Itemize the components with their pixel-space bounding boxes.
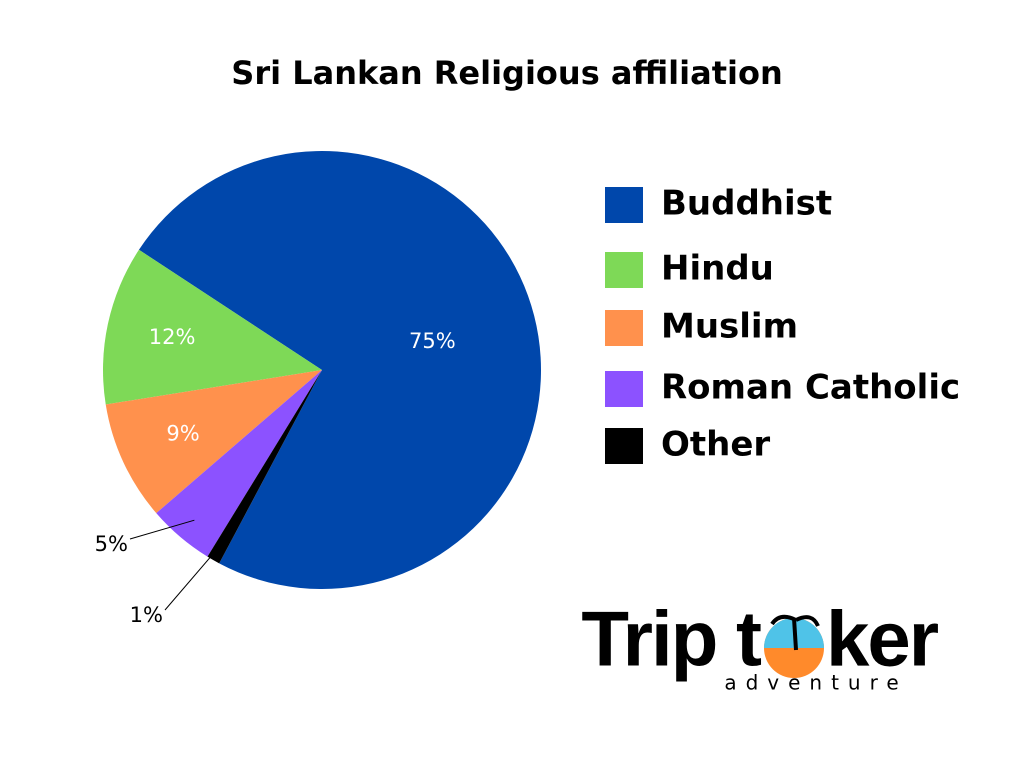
legend-swatch [605, 428, 643, 464]
pie-slice [138, 151, 541, 589]
legend-label: Roman Catholic [661, 368, 960, 408]
logo-tagline: adventure [724, 671, 907, 695]
legend-swatch [605, 252, 643, 288]
data-label: 5% [95, 532, 128, 556]
legend-label: Muslim [661, 307, 798, 347]
logo-text: Trip t [581, 595, 762, 683]
leader-line [164, 540, 225, 611]
leader-line [129, 519, 195, 540]
pie-slice [207, 370, 322, 564]
pie-slice [156, 370, 322, 557]
legend-swatch [605, 310, 643, 346]
legend-swatch [605, 371, 643, 407]
data-label: 12% [149, 325, 196, 349]
legend-label: Buddhist [661, 184, 832, 224]
pie-slice [102, 249, 322, 405]
logo-text: ker [826, 595, 939, 683]
logo: Trip t ker adventure [581, 595, 940, 695]
logo-palm [770, 614, 820, 651]
legend-swatch [605, 187, 643, 223]
legend-label: Hindu [661, 249, 774, 289]
data-label: 75% [409, 329, 456, 353]
data-label: 9% [166, 422, 199, 446]
legend-label: Other [661, 425, 770, 465]
chart-title: Sri Lankan Religious affiliation [231, 54, 782, 92]
pie-slice [105, 370, 322, 514]
data-label: 1% [130, 603, 163, 627]
